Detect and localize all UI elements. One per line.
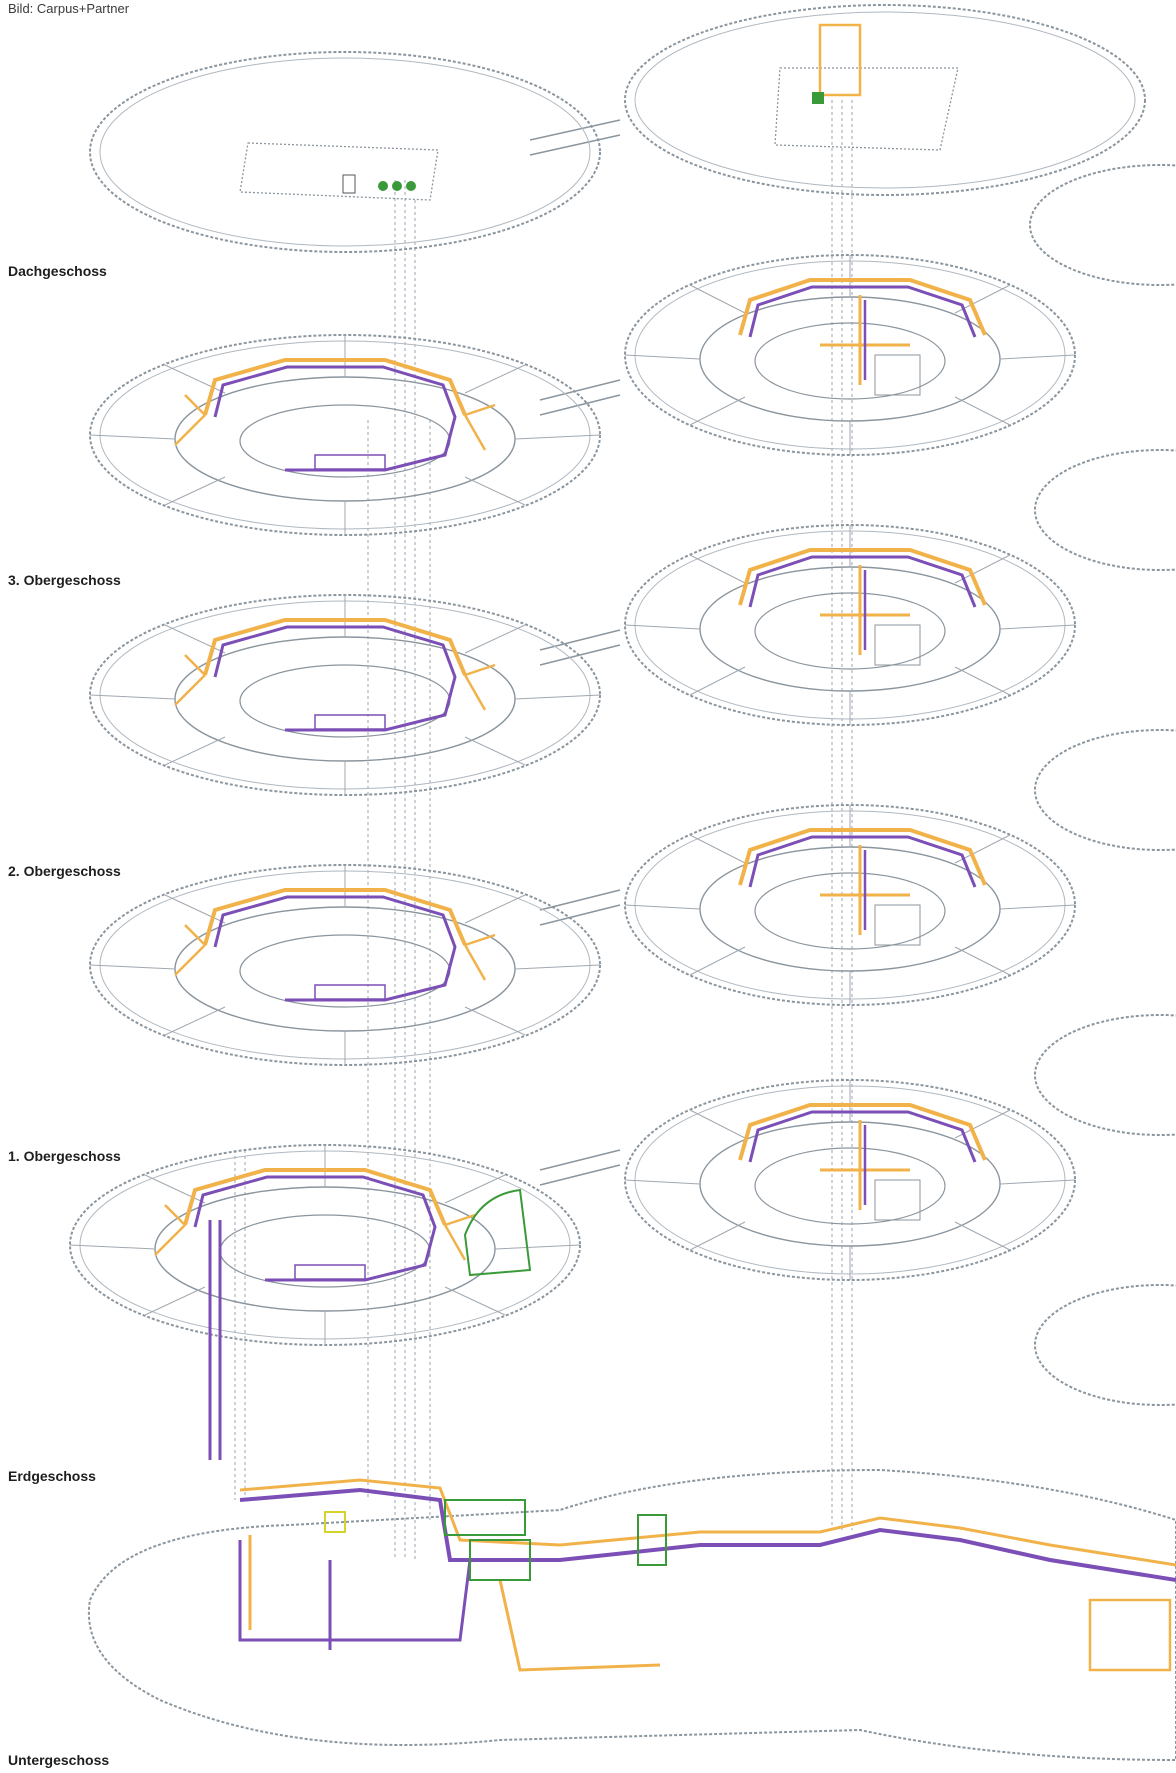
floor-1-og	[89, 804, 1176, 1136]
image-credit: Bild: Carpus+Partner	[8, 1, 130, 16]
floor-label-untergeschoss: Untergeschoss	[8, 1752, 110, 1768]
floor-eg	[69, 1079, 1176, 1460]
floor-label-3-og: 3. Obergeschoss	[8, 572, 121, 588]
floor-2-og	[89, 524, 1176, 851]
floor-label-2-og: 2. Obergeschoss	[8, 863, 121, 879]
roof-level	[89, 4, 1176, 286]
floor-label-erdgeschoss: Erdgeschoss	[8, 1468, 96, 1484]
floor-label-dachgeschoss: Dachgeschoss	[8, 263, 107, 279]
floor-ug	[87, 1468, 1176, 1762]
floor-label-1-og: 1. Obergeschoss	[8, 1148, 121, 1164]
vertical-risers	[234, 100, 853, 1560]
floor-3-og	[89, 254, 1176, 571]
